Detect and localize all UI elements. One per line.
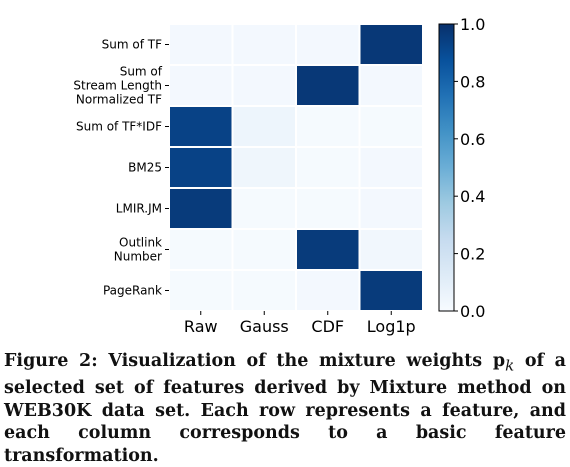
colorbar-tick-label: 0.2 [460,245,485,264]
heatmap-cell [358,269,424,312]
column-label: CDF [311,317,344,336]
heatmap-cell [231,105,297,148]
heatmap-cell [295,187,361,230]
colorbar-tick-label: 0.4 [460,187,485,206]
colorbar-gradient [438,23,455,312]
heatmap-cell [168,228,234,271]
figure-caption: Figure 2: Visualization of the mixture w… [4,350,566,467]
heatmap-cell [295,269,361,312]
row-label: Outlink Number [114,236,162,264]
heatmap-cell [168,105,234,148]
row-label: Sum of Stream Length Normalized TF [73,65,162,107]
heatmap-cell [168,64,234,107]
row-label: LMIR.JM [116,202,162,216]
colorbar-tick-label: 1.0 [460,15,485,34]
caption-label: Figure 2: [4,351,98,371]
column-label: Gauss [240,317,289,336]
heatmap-cell [168,23,234,66]
heatmap-cell [358,64,424,107]
heatmap-cell [168,269,234,312]
heatmap-cell [168,187,234,230]
heatmap-cell [295,105,361,148]
row-label: BM25 [128,161,162,175]
column-label: Raw [184,317,218,336]
heatmap-cells [168,23,424,312]
heatmap-cell [231,23,297,66]
heatmap-cell [295,146,361,189]
heatmap-cell [295,23,361,66]
heatmap-cell [231,269,297,312]
colorbar-tick-label: 0.8 [460,72,485,91]
row-label: PageRank [103,284,162,298]
heatmap-cell [358,105,424,148]
heatmap-cell [168,146,234,189]
caption-text-end: of a selected set of features derived by… [4,351,567,466]
heatmap-chart: Sum of TF Sum of Stream Length Normalized T… [73,15,485,336]
heatmap-cell [358,187,424,230]
heatmap-cell [358,23,424,66]
colorbar-tick-label: 0.0 [460,302,485,321]
heatmap-cell [295,64,361,107]
row-label: Sum of TF [102,38,162,52]
heatmap-cell [295,228,361,271]
heatmap-cell [231,64,297,107]
heatmap-cell [231,146,297,189]
heatmap-cell [231,187,297,230]
heatmap-cell [358,146,424,189]
caption-subscript: k [505,356,515,375]
column-label: Log1p [367,317,416,336]
colorbar: 0.0 0.2 0.4 0.6 0.8 1.0 [438,15,485,321]
heatmap-cell [358,228,424,271]
colorbar-tick-label: 0.6 [460,130,485,149]
caption-text-start: Visualization of the mixture weights p [108,351,506,371]
column-labels: Raw Gauss CDF Log1p [184,311,416,336]
row-label: Sum of TF*IDF [76,120,162,134]
heatmap-cell [231,228,297,271]
row-labels: Sum of TF Sum of Stream Length Normalized T… [73,38,169,298]
